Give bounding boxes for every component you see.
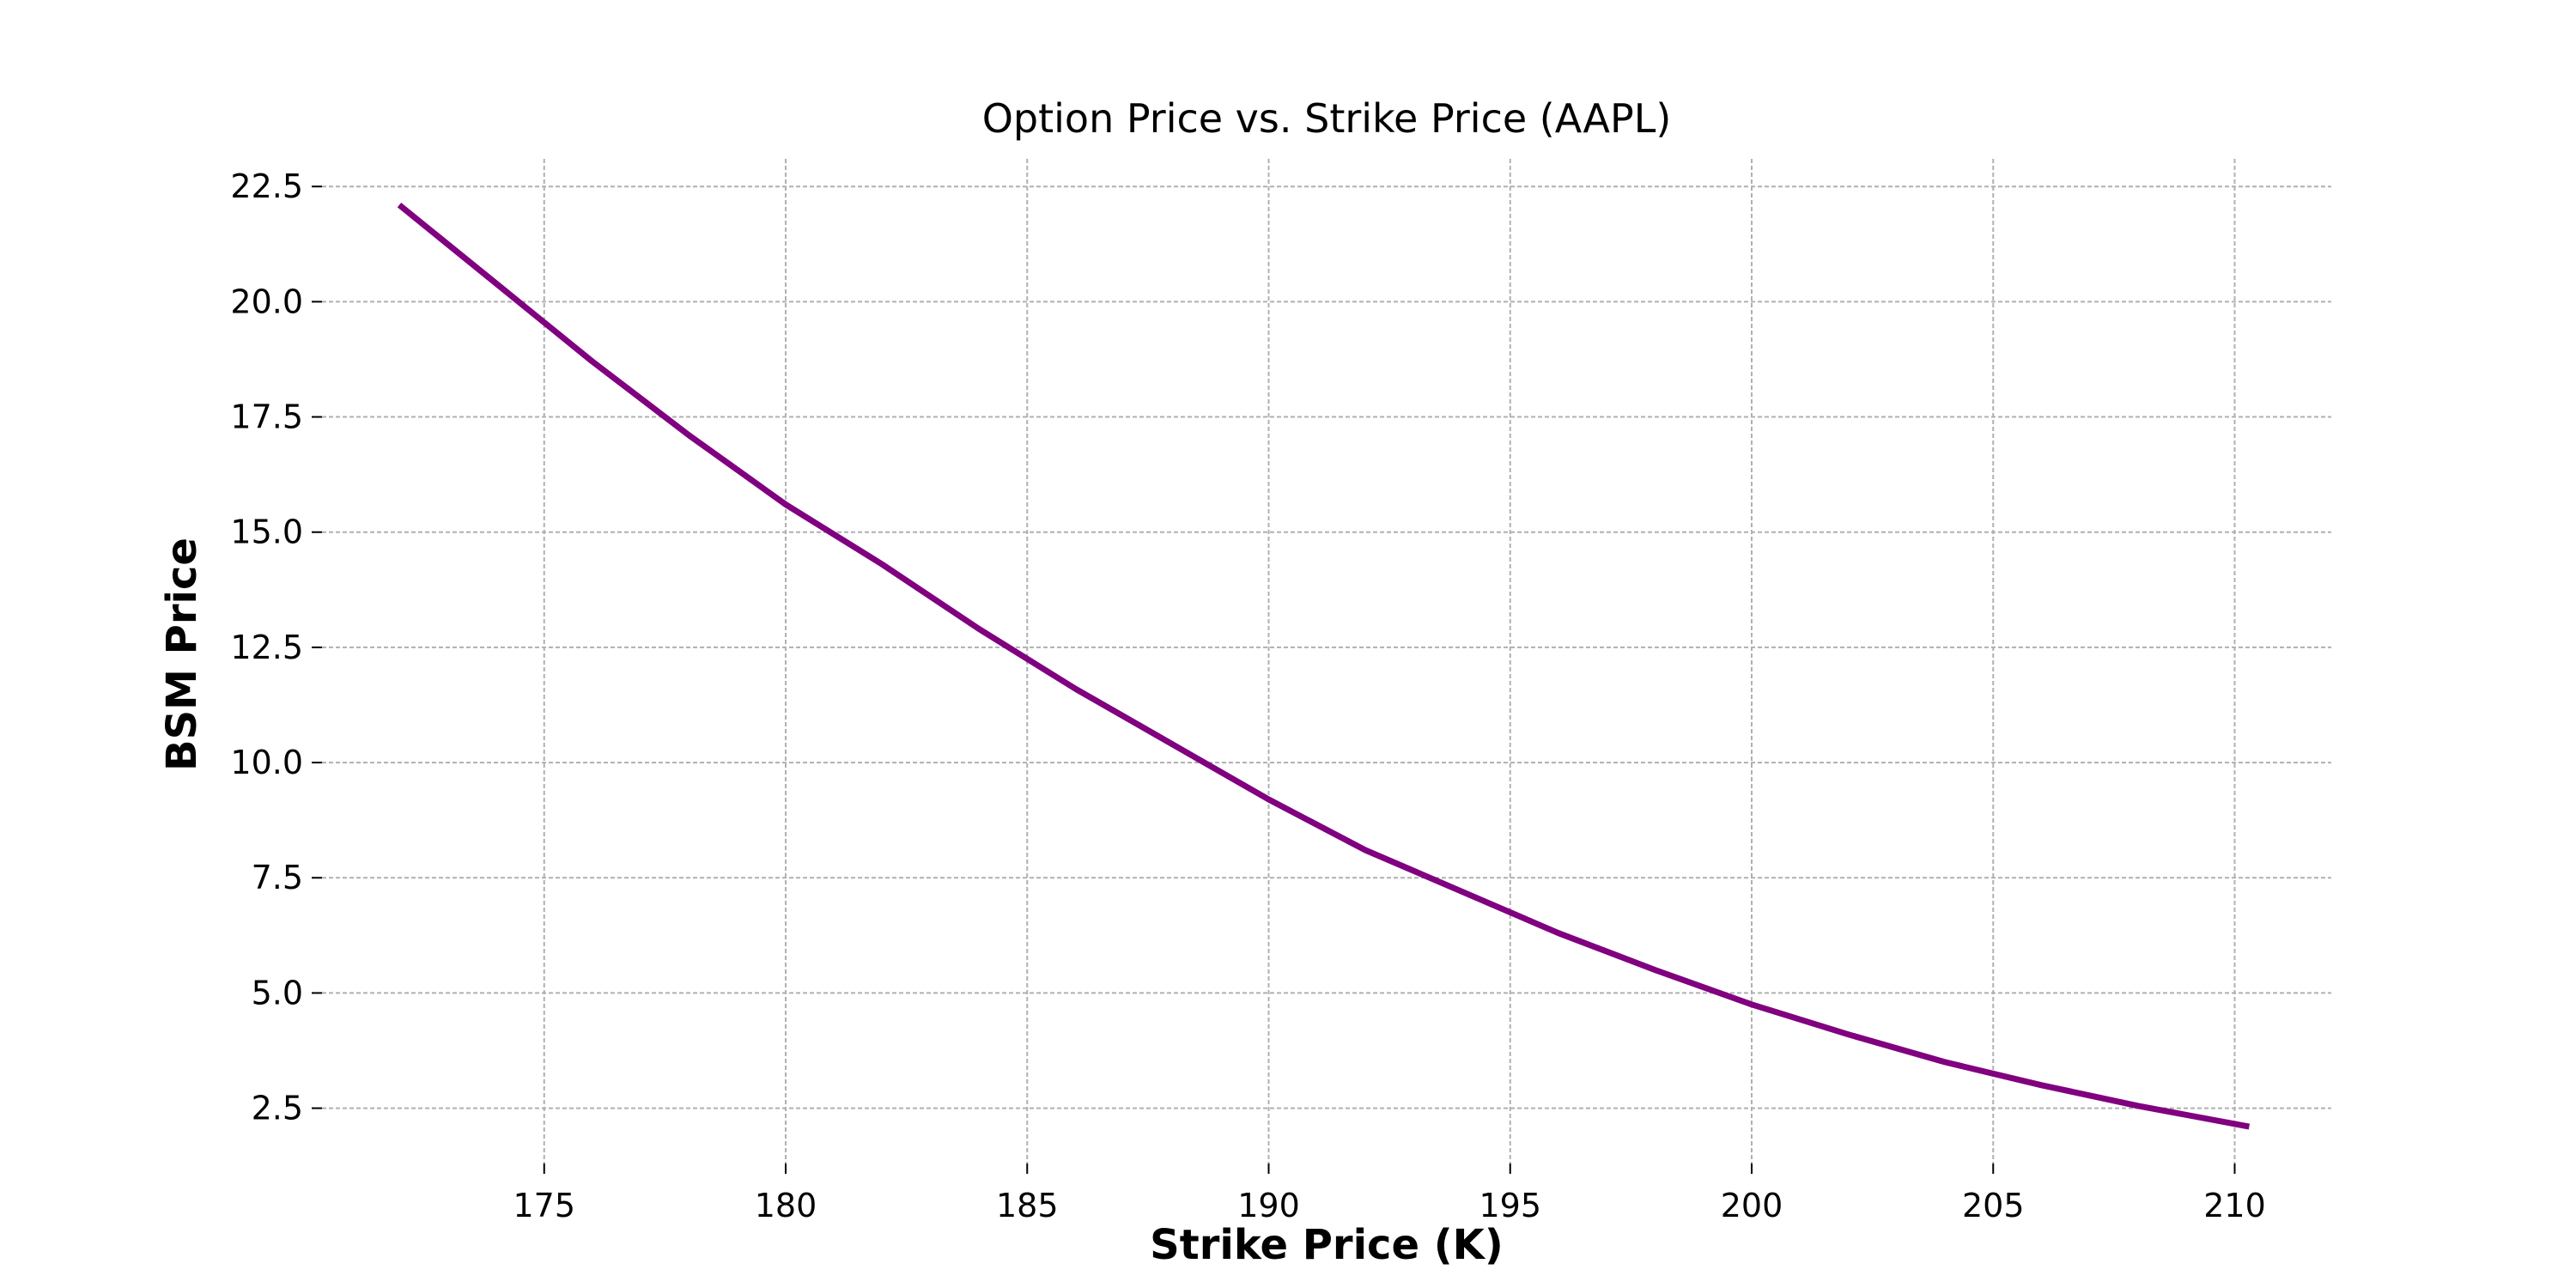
x-axis-label: Strike Price (K) [1150,1221,1504,1269]
y-tick-label: 12.5 [230,629,303,666]
y-axis-label: BSM Price [158,538,206,771]
y-tick-label: 15.0 [230,513,303,551]
x-tick-label: 205 [1962,1187,2025,1224]
x-tick-label: 210 [2203,1187,2266,1224]
x-tick-label: 190 [1237,1187,1300,1224]
y-tick-label: 10.0 [230,744,303,781]
y-tick-label: 2.5 [252,1090,303,1127]
x-tick-label: 200 [1721,1187,1783,1224]
x-tick-label: 185 [996,1187,1059,1224]
y-tick-label: 17.5 [230,398,303,436]
chart-title: Option Price vs. Strike Price (AAPL) [982,95,1672,142]
y-tick-label: 7.5 [252,859,303,896]
axis-ticks: 175 180 185 190 195 200 205 210 2.5 5.0 7.5 10.0 12.… [230,167,2265,1224]
y-tick-label: 20.0 [230,283,303,320]
grid [322,159,2331,1163]
series-line [397,202,2251,1130]
x-tick-label: 180 [755,1187,817,1224]
y-tick-label: 5.0 [252,974,303,1012]
series [397,202,2251,1130]
x-tick-label: 195 [1479,1187,1541,1224]
x-tick-label: 175 [513,1187,575,1224]
y-tick-label: 22.5 [230,167,303,205]
